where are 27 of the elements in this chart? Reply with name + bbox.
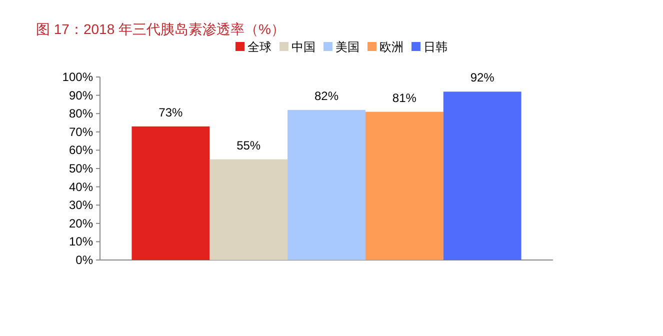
y-tick-label: 50% [68, 162, 94, 176]
legend-label: 美国 [336, 40, 360, 54]
bar [365, 112, 444, 260]
y-tick-label: 10% [68, 234, 94, 249]
bar [210, 159, 288, 260]
y-tick-label: 90% [68, 88, 94, 102]
chart-title: 图 17：2018 年三代胰岛素渗透率（%） [36, 21, 285, 37]
legend-label: 中国 [292, 40, 316, 54]
y-tick-label: 0% [76, 253, 94, 267]
legend-label: 日韩 [424, 40, 448, 54]
bar [132, 126, 210, 260]
y-tick-label: 80% [68, 106, 94, 121]
y-tick-label: 60% [68, 143, 94, 158]
y-tick-label: 40% [68, 180, 94, 194]
data-label: 73% [158, 105, 183, 120]
bar [443, 92, 522, 260]
y-tick-label: 20% [68, 216, 94, 230]
data-label: 92% [470, 70, 495, 85]
y-tick-label: 70% [68, 124, 94, 139]
y-tick-label: 30% [68, 198, 94, 212]
legend-label: 欧洲 [380, 40, 404, 54]
data-label: 82% [314, 88, 339, 103]
data-label: 55% [236, 138, 261, 152]
data-label: 81% [392, 90, 417, 105]
y-tick-label: 100% [62, 70, 94, 84]
bar [288, 110, 366, 260]
legend-label: 全球 [248, 40, 272, 54]
